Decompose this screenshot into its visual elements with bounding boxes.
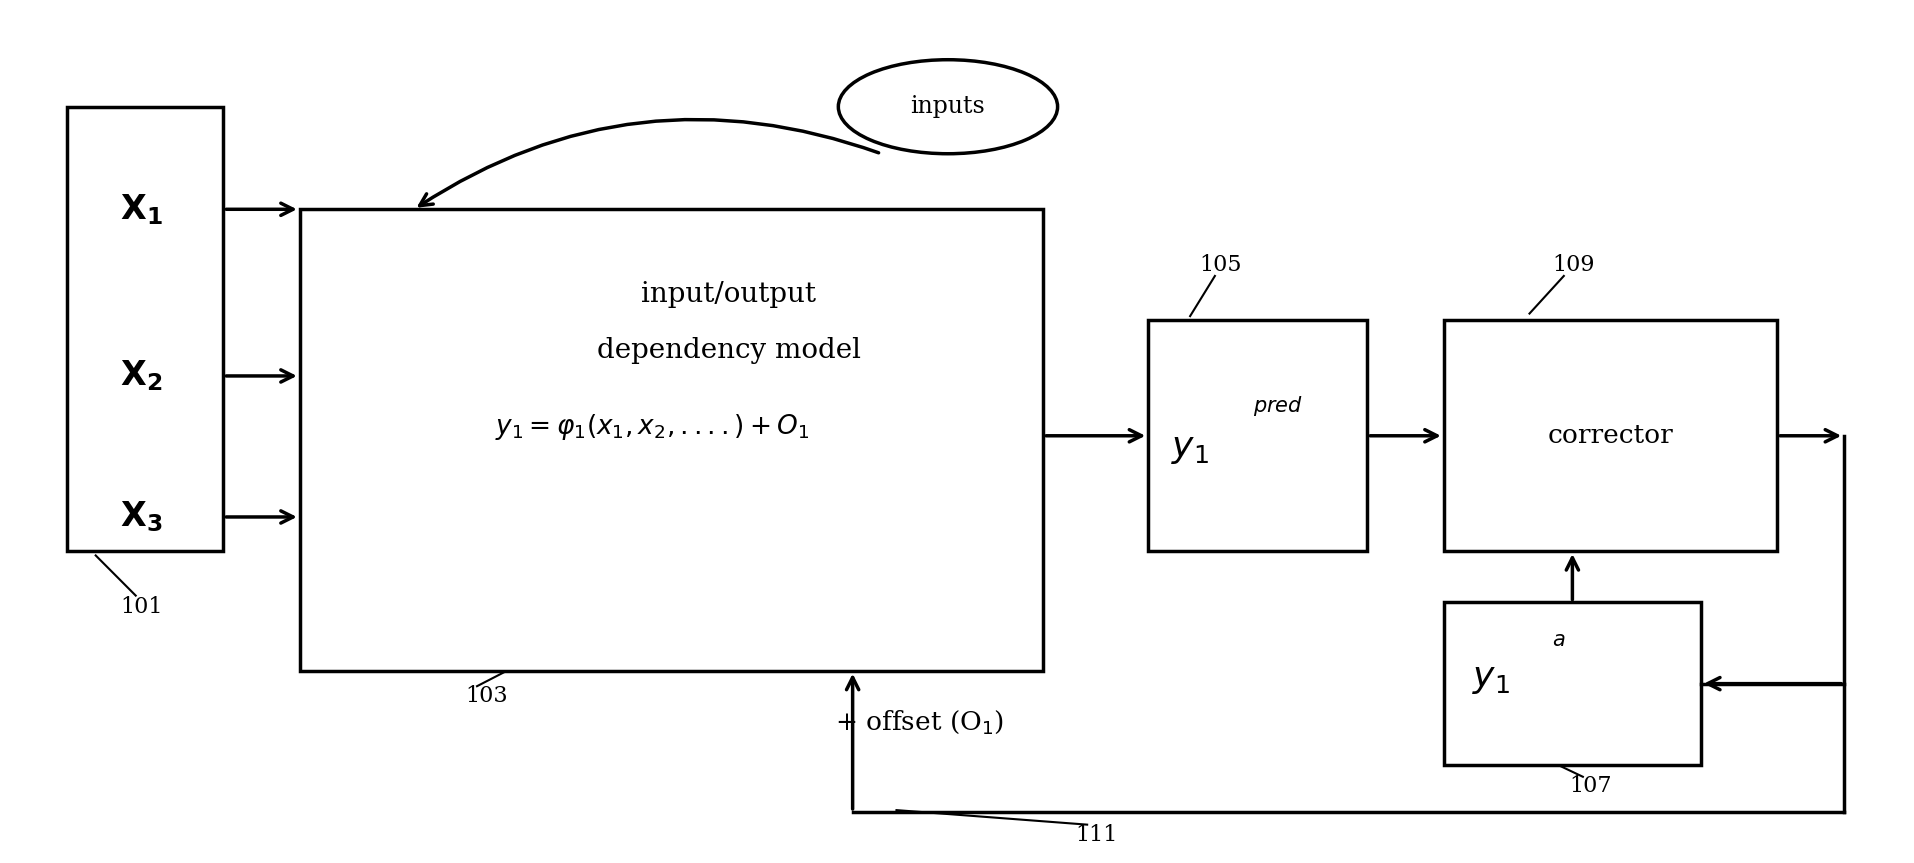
Text: $\mathbf{X_2}$: $\mathbf{X_2}$ — [121, 359, 163, 394]
Text: $\mathbf{X_1}$: $\mathbf{X_1}$ — [121, 192, 163, 227]
Text: $\mathbf{X_3}$: $\mathbf{X_3}$ — [121, 500, 163, 534]
FancyBboxPatch shape — [1148, 320, 1367, 551]
Text: $pred$: $pred$ — [1252, 394, 1302, 418]
Text: input/output: input/output — [641, 281, 815, 308]
Text: 107: 107 — [1568, 775, 1612, 797]
FancyBboxPatch shape — [300, 210, 1043, 671]
Text: $y_1$: $y_1$ — [1171, 432, 1208, 466]
FancyBboxPatch shape — [1443, 320, 1776, 551]
Text: 103: 103 — [465, 685, 507, 708]
Text: inputs: inputs — [911, 95, 986, 118]
Text: 111: 111 — [1076, 824, 1118, 846]
Text: 109: 109 — [1550, 254, 1594, 276]
Text: $y_1=\varphi_1(x_1, x_2,....) + O_1$: $y_1=\varphi_1(x_1, x_2,....) + O_1$ — [496, 413, 810, 442]
Text: $a$: $a$ — [1552, 632, 1566, 651]
FancyBboxPatch shape — [1443, 602, 1700, 765]
FancyBboxPatch shape — [67, 107, 224, 551]
Text: 105: 105 — [1198, 254, 1240, 276]
Ellipse shape — [838, 60, 1057, 154]
Text: corrector: corrector — [1547, 423, 1673, 448]
Text: + offset (O$_1$): + offset (O$_1$) — [835, 708, 1003, 736]
Text: $y_1$: $y_1$ — [1472, 663, 1510, 696]
Text: dependency model: dependency model — [597, 337, 859, 364]
Text: 101: 101 — [121, 595, 163, 618]
